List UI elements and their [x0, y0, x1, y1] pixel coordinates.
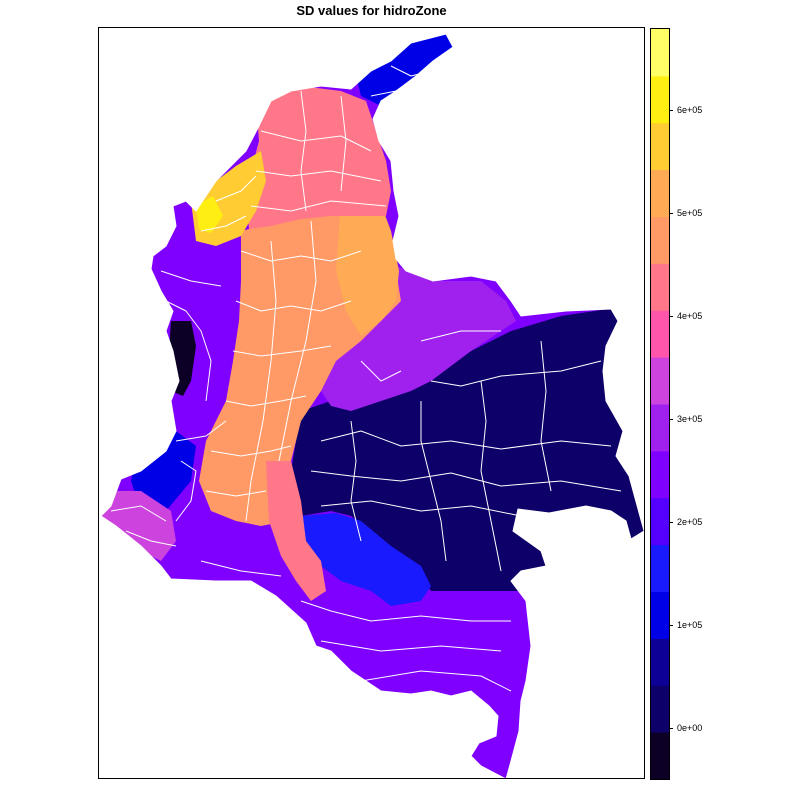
region-magdalena-strip: [266, 461, 326, 601]
legend-tick-label: 5e+05: [677, 208, 703, 219]
legend-tick-label: 0e+00: [677, 723, 703, 734]
region-piedemonte: [301, 513, 431, 606]
legend-color-step: [651, 169, 669, 217]
legend-color-step: [651, 497, 669, 546]
legend-color-step: [651, 357, 669, 405]
legend-color-step: [651, 404, 669, 452]
legend-color-step: [651, 732, 669, 779]
region-orinoquia-west: [321, 266, 516, 411]
region-caribbean-lowlands: [246, 86, 391, 229]
legend-color-step: [651, 310, 669, 358]
map-panel: [98, 27, 645, 779]
region-caribbean-northeast: [356, 34, 461, 106]
legend-color-step: [651, 450, 669, 499]
legend-tick-label: 6e+05: [677, 105, 703, 116]
legend-tick-label: 1e+05: [677, 620, 703, 631]
subbasin-lines: [110, 65, 622, 692]
legend-color-step: [651, 638, 669, 686]
legend-colorbar-steps: [651, 29, 669, 779]
legend-tick-mark: [669, 213, 673, 215]
legend-tick-mark: [669, 728, 673, 730]
legend-color-step: [651, 263, 669, 311]
legend-color-step: [651, 544, 669, 592]
region-uraba-core: [196, 196, 223, 233]
legend-color-step: [651, 75, 669, 124]
legend-tick-mark: [669, 110, 673, 112]
legend-color-step: [651, 122, 669, 171]
region-southwest-border: [101, 491, 176, 561]
legend-tick-label: 2e+05: [677, 517, 703, 528]
legend-color-step: [651, 29, 669, 77]
legend-tick-mark: [669, 522, 673, 524]
legend-tick-mark: [669, 419, 673, 421]
legend-tick-label: 4e+05: [677, 311, 703, 322]
legend-color-step: [651, 216, 669, 264]
legend-color-step: [651, 591, 669, 639]
region-andean-east: [336, 191, 399, 336]
map-title: SD values for hidroZone: [296, 3, 447, 18]
legend-tick-mark: [669, 625, 673, 627]
legend-tick-mark: [669, 316, 673, 318]
legend-colorbar: [650, 28, 670, 780]
legend-color-step: [651, 685, 669, 733]
colombia-map: [100, 33, 644, 778]
sd-regions: [101, 34, 644, 778]
region-pacific-coast: [131, 246, 241, 541]
legend-tick-label: 3e+05: [677, 414, 703, 425]
